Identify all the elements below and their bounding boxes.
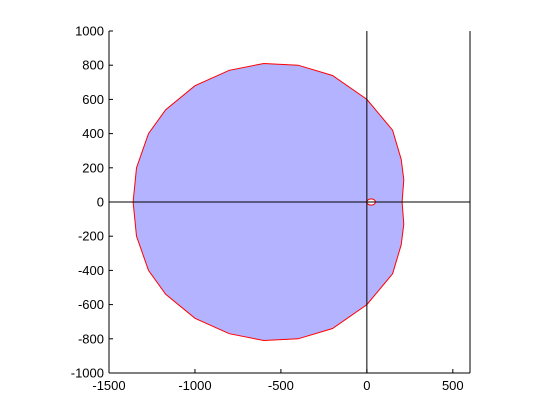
x-tick-label: -1500 — [92, 378, 125, 393]
y-tick-label: 800 — [82, 58, 104, 73]
x-tick-label: 500 — [442, 378, 464, 393]
x-axis: -1500 -1000 -500 0 500 — [92, 369, 464, 393]
y-tick-label: -400 — [78, 263, 104, 278]
y-tick-label: -200 — [78, 229, 104, 244]
x-tick-label: -1000 — [178, 378, 211, 393]
y-tick-label: 200 — [82, 160, 104, 175]
y-tick-label: 0 — [97, 195, 104, 210]
y-tick-label: 1000 — [75, 24, 104, 39]
x-tick-label: 0 — [363, 378, 370, 393]
y-axis: 1000 800 600 400 200 0 -200 -400 -600 -800 -1000 — [71, 24, 113, 381]
y-tick-label: 400 — [82, 126, 104, 141]
y-tick-label: -600 — [78, 297, 104, 312]
y-tick-label: -800 — [78, 331, 104, 346]
reference-lines — [109, 31, 471, 373]
y-tick-label: -1000 — [71, 366, 104, 381]
x-tick-label: -500 — [268, 378, 294, 393]
y-tick-label: 600 — [82, 92, 104, 107]
